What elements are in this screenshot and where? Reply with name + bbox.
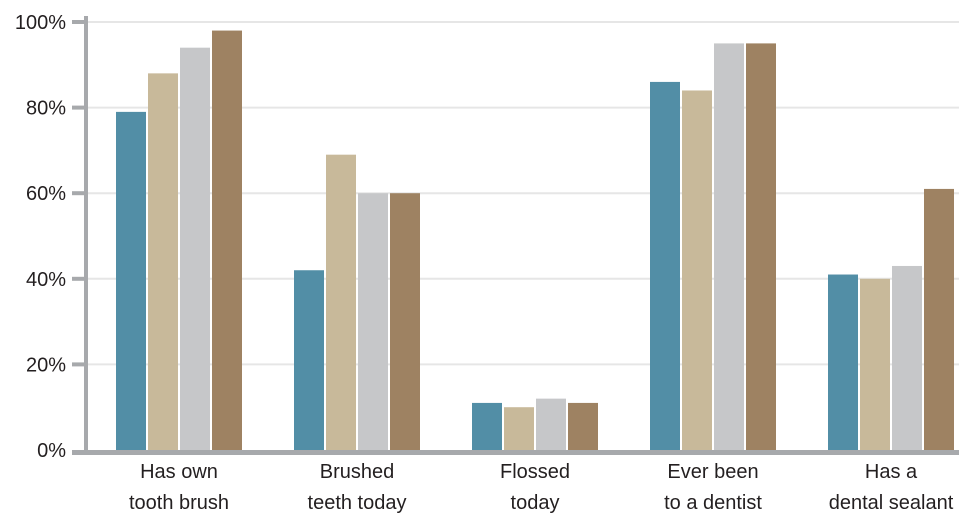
bar	[148, 73, 178, 451]
x-tick-label: Has a	[865, 461, 918, 483]
bar	[860, 278, 890, 450]
bar	[180, 47, 210, 451]
x-tick-label: teeth today	[308, 492, 407, 514]
bar	[504, 407, 534, 450]
y-tick-mark	[72, 276, 86, 281]
x-tick-label: Brushed	[320, 461, 395, 483]
y-tick-label: 0%	[37, 440, 66, 462]
y-tick-mark	[72, 191, 86, 196]
x-tick-label: today	[511, 492, 560, 514]
bar	[294, 270, 324, 450]
x-tick-label: to a dentist	[664, 492, 762, 514]
x-tick-labels: Has own tooth brush Brushed teeth today Flos…	[129, 461, 954, 514]
bar	[714, 43, 744, 451]
y-tick-label: 80%	[26, 98, 66, 120]
y-tick-label: 60%	[26, 183, 66, 205]
bar	[390, 193, 420, 450]
x-axis-line	[72, 450, 959, 455]
bar	[924, 188, 954, 451]
bar	[472, 402, 502, 450]
bar	[892, 265, 922, 450]
x-tick-label: dental sealant	[829, 492, 954, 514]
bar	[326, 154, 356, 450]
x-tick-label: Has own	[140, 461, 218, 483]
bar	[682, 90, 712, 450]
bars	[116, 30, 954, 451]
bar	[536, 398, 566, 450]
y-tick-label: 100%	[15, 12, 66, 34]
y-tick-labels: 0% 20% 40% 60% 80% 100%	[15, 12, 66, 462]
bar	[116, 111, 146, 450]
x-tick-label: tooth brush	[129, 492, 229, 514]
bar	[358, 193, 388, 450]
bar	[568, 402, 598, 450]
y-tick-label: 20%	[26, 354, 66, 376]
bar	[746, 43, 776, 451]
bar	[650, 81, 680, 451]
y-tick-mark	[72, 105, 86, 110]
bar	[828, 274, 858, 450]
y-tick-label: 40%	[26, 269, 66, 291]
bar	[212, 30, 242, 451]
y-tick-mark	[72, 362, 86, 367]
y-tick-mark	[72, 20, 86, 24]
x-tick-label: Flossed	[500, 461, 570, 483]
y-axis-line	[84, 16, 88, 454]
x-tick-label: Ever been	[667, 461, 758, 483]
axes	[72, 16, 959, 455]
